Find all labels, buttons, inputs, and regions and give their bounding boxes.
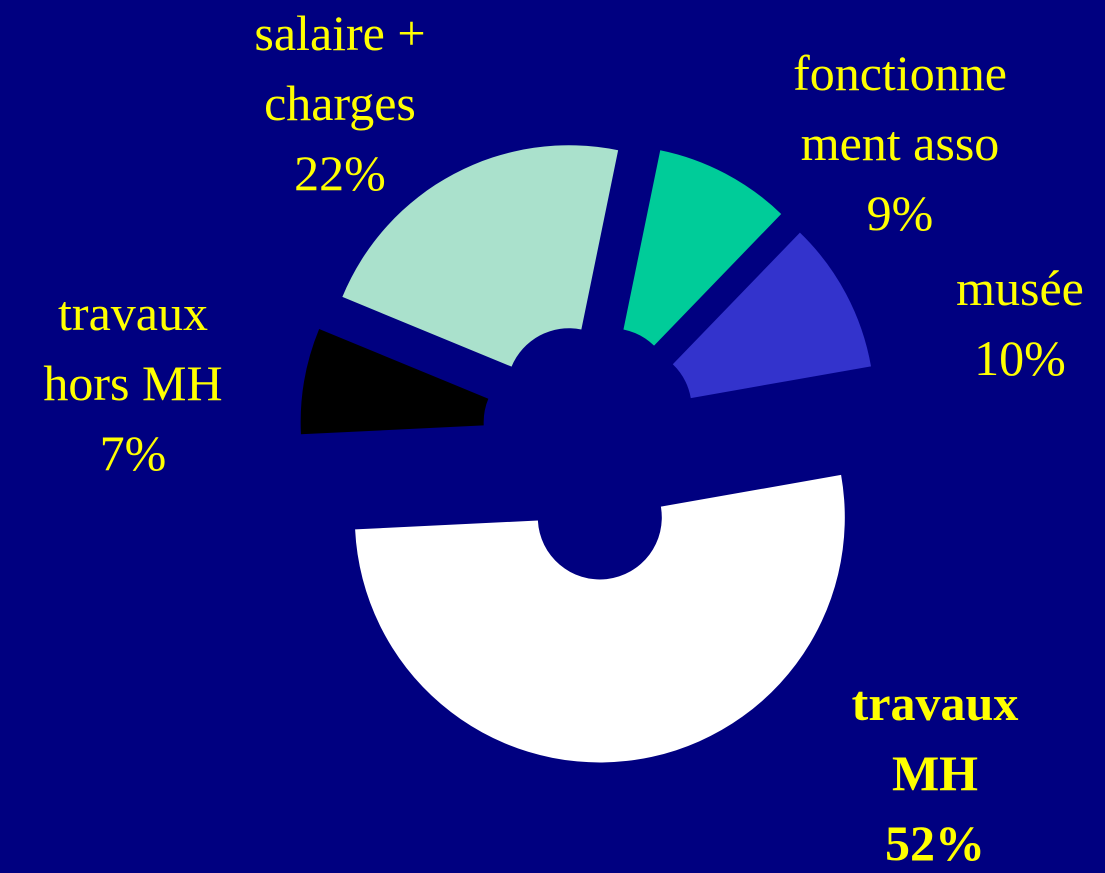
label-line: charges xyxy=(264,75,416,131)
slice-label: salaire + charges 22% xyxy=(254,5,425,201)
slice xyxy=(342,145,619,367)
value-label: 9% xyxy=(867,185,934,241)
slice-label: travaux hors MH 7% xyxy=(43,285,222,481)
value-label: 52% xyxy=(885,815,985,871)
slice-label: travaux MH 52% xyxy=(852,675,1019,871)
label-line: musée xyxy=(956,260,1084,316)
slice-label: fonctionne ment asso 9% xyxy=(793,45,1007,241)
slice xyxy=(623,150,782,346)
label-line: ment asso xyxy=(801,115,1000,171)
label-line: hors MH xyxy=(43,355,222,411)
label-line: travaux xyxy=(852,675,1019,731)
slice xyxy=(300,328,489,435)
value-label: 10% xyxy=(974,330,1066,386)
slice xyxy=(672,232,872,399)
value-label: 7% xyxy=(100,425,167,481)
label-line: salaire + xyxy=(254,5,425,61)
slice-label: musée 10% xyxy=(956,260,1084,386)
label-line: travaux xyxy=(58,285,208,341)
label-line: fonctionne xyxy=(793,45,1007,101)
label-line: MH xyxy=(892,745,978,801)
value-label: 22% xyxy=(294,145,386,201)
slice xyxy=(355,474,845,763)
